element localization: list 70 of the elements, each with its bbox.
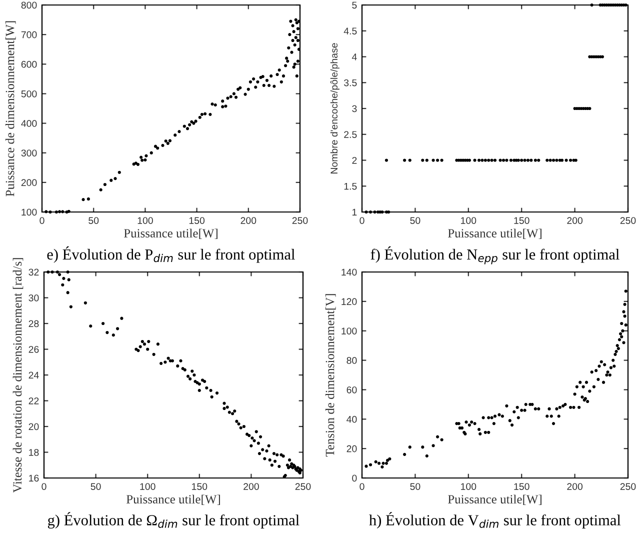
x-tick-label: 150 xyxy=(189,217,205,224)
y-tick-label: 600 xyxy=(21,60,37,68)
text: f) Évolution de N$_{epp}$ sur le front optimal xyxy=(370,246,620,264)
y-axis-title: Vitesse de rotation de dimensionnement [rad/s] xyxy=(12,258,24,493)
y-tick-label: 4 xyxy=(352,54,357,60)
x-tick-label: 250 xyxy=(620,217,636,224)
x-tick-label: 100 xyxy=(461,217,476,224)
x-tick-label: 150 xyxy=(514,217,530,224)
x-tick-label: 100 xyxy=(138,217,153,224)
x-tick-label: 0 xyxy=(40,217,44,224)
y-tick-label: 800 xyxy=(21,2,37,9)
y-tick-label: 22 xyxy=(28,397,39,404)
y-tick-label: 500 xyxy=(21,90,37,98)
y-tick-label: 100 xyxy=(22,208,37,216)
text: g) Évolution de Ω$_{dim}$ sur le front optimal xyxy=(48,512,300,529)
x-tick-label: 150 xyxy=(514,483,530,490)
y-tick-label: 400 xyxy=(21,120,37,127)
x-tick-label: 200 xyxy=(567,483,583,490)
y-tick-label: 26 xyxy=(28,346,39,353)
y-tick-label: 200 xyxy=(21,179,37,186)
y-tick-label: 1 xyxy=(352,208,357,216)
y-tick-label: 24 xyxy=(28,372,39,379)
y-axis-title: Puissance de dimensionnement[W] xyxy=(5,21,16,196)
y-tick-label: 4.5 xyxy=(344,28,357,34)
y-tick-label: 300 xyxy=(21,150,37,156)
y-tick-label: 28 xyxy=(28,320,39,328)
x-tick-label: 0 xyxy=(360,217,364,224)
x-axis-title: Puissance utile[W] xyxy=(448,228,542,240)
text: e) Évolution de P$_{dim}$ sur le front optimal xyxy=(47,246,295,263)
y-tick-label: 100 xyxy=(342,328,357,334)
x-tick-label: 100 xyxy=(140,483,156,490)
x-tick-label: 250 xyxy=(620,483,636,490)
y-tick-label: 30 xyxy=(28,294,39,302)
y-tick-label: 60 xyxy=(346,386,357,394)
x-tick-label: 50 xyxy=(410,217,420,224)
y-tick-label: 700 xyxy=(21,31,37,38)
y-tick-label: 2 xyxy=(352,156,357,164)
y-axis-title: Nombre d'encoche/pôle/phase xyxy=(330,43,340,174)
x-tick-label: 250 xyxy=(292,217,308,224)
y-axis-title: Tension de dimensionnement[V] xyxy=(325,294,336,457)
y-tick-label: 32 xyxy=(28,268,39,276)
y-tick-label: 140 xyxy=(342,268,357,276)
x-tick-label: 0 xyxy=(42,483,46,490)
y-tick-label: 18 xyxy=(29,448,39,456)
y-tick-label: 80 xyxy=(346,357,357,364)
x-axis-title: Puissance utile[W] xyxy=(126,494,220,506)
x-tick-label: 50 xyxy=(410,483,420,490)
x-tick-label: 200 xyxy=(567,217,583,224)
x-axis-title: Puissance utile[W] xyxy=(448,494,542,506)
y-tick-label: 0 xyxy=(352,474,357,482)
x-tick-label: 0 xyxy=(360,483,364,490)
y-tick-label: 20 xyxy=(346,445,357,452)
x-tick-label: 200 xyxy=(240,217,256,224)
y-tick-label: 20 xyxy=(28,423,39,430)
x-tick-label: 50 xyxy=(88,217,99,224)
x-tick-label: 100 xyxy=(461,483,476,490)
x-tick-label: 150 xyxy=(192,483,208,490)
y-tick-label: 120 xyxy=(342,298,357,306)
y-tick-label: 1.5 xyxy=(344,182,357,190)
text: h) Évolution de V$_{dim}$ sur le front optimal xyxy=(369,512,621,528)
x-axis-title: Puissance utile[W] xyxy=(124,228,218,240)
y-tick-label: 40 xyxy=(346,416,357,423)
x-tick-label: 50 xyxy=(90,483,101,490)
y-tick-label: 2.5 xyxy=(344,131,357,138)
y-tick-label: 3.5 xyxy=(344,79,357,86)
y-tick-label: 5 xyxy=(352,2,357,9)
x-tick-label: 200 xyxy=(244,483,259,490)
x-tick-label: 250 xyxy=(295,483,311,490)
y-tick-label: 16 xyxy=(29,474,39,482)
y-tick-label: 3 xyxy=(352,105,357,112)
